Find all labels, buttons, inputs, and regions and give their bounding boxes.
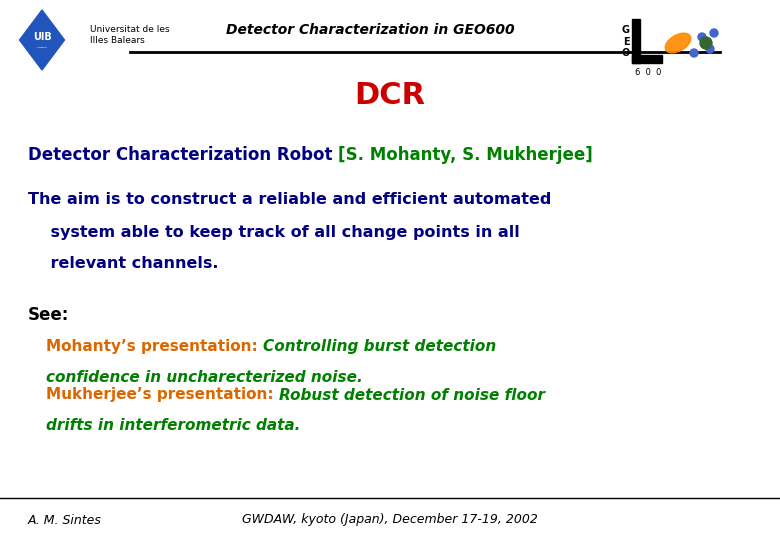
Circle shape [700,37,712,49]
Circle shape [706,45,714,53]
Text: Mukherjee’s presentation:: Mukherjee’s presentation: [46,388,279,402]
Circle shape [698,33,706,41]
Bar [632,55,662,63]
Text: Controlling burst detection: Controlling burst detection [263,340,496,354]
Text: [S. Mohanty, S. Mukherjee]: [S. Mohanty, S. Mukherjee] [339,146,593,164]
Text: 6  0  0: 6 0 0 [635,68,661,77]
Text: See:: See: [28,306,69,324]
Bar [632,19,640,63]
Text: system able to keep track of all change points in all: system able to keep track of all change … [28,225,519,240]
Text: Universitat de les
Illes Balears: Universitat de les Illes Balears [90,25,169,45]
Text: Mohanty’s presentation:: Mohanty’s presentation: [46,340,263,354]
Circle shape [690,49,698,57]
Text: Detector Characterization Robot: Detector Characterization Robot [28,146,339,164]
Text: G
E
O: G E O [622,25,630,58]
Text: Detector Characterization in GEO600: Detector Characterization in GEO600 [225,23,514,37]
Polygon shape [20,10,65,70]
Text: A. M. Sintes: A. M. Sintes [28,514,102,526]
Text: GWDAW, kyoto (Japan), December 17-19, 2002: GWDAW, kyoto (Japan), December 17-19, 20… [242,514,538,526]
Circle shape [710,29,718,37]
Text: confidence in uncharecterized noise.: confidence in uncharecterized noise. [46,369,363,384]
Text: drifts in interferometric data.: drifts in interferometric data. [46,417,300,433]
Text: The aim is to construct a reliable and efficient automated: The aim is to construct a reliable and e… [28,192,551,207]
Text: Robust detection of noise floor: Robust detection of noise floor [279,388,545,402]
Text: UIB: UIB [33,32,51,42]
Ellipse shape [665,33,691,53]
Text: DCR: DCR [354,80,426,110]
Text: ——: —— [37,45,48,51]
Text: relevant channels.: relevant channels. [28,256,218,272]
